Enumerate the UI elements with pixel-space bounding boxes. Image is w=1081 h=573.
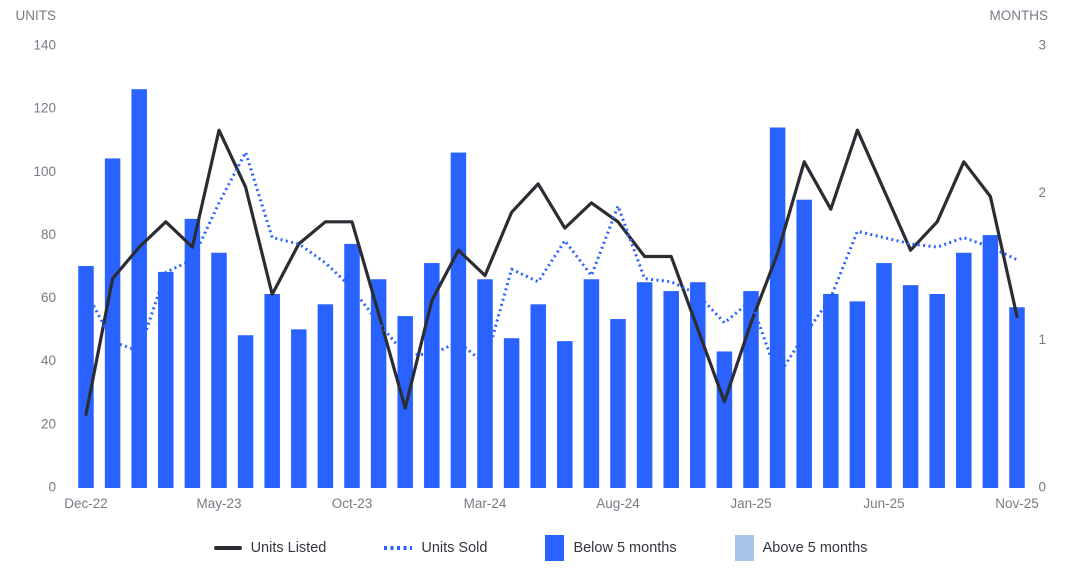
x-tick-Nov-25: Nov-25 [995,496,1039,511]
y-axis-right-ticks: 3 2 1 0 [1038,38,1046,495]
bar-Oct-24 [663,291,679,488]
bar-Jun-23 [237,335,254,488]
legend-swatch-line-dotted [384,546,413,550]
bar-Jun-24 [557,341,573,488]
bar-Aug-25 [929,293,945,488]
y-tick-right-2: 2 [1038,185,1046,200]
y-tick-left-60: 60 [41,290,56,305]
bar-Jul-25 [902,285,919,488]
legend-swatch-line-solid [213,546,242,550]
legend-swatch-square [545,535,565,561]
bar-Apr-25 [823,293,839,488]
bar-Jan-24 [424,263,440,488]
legend-item-below-5-months[interactable]: Below 5 months [545,535,677,561]
x-tick-May-23: May-23 [196,496,241,511]
chart-canvas: UNITS MONTHS 140 120 100 80 60 40 20 0 3 2 1 0 Dec… [16,8,1049,511]
x-axis-ticks: Dec-22 May-23 Oct-23 Mar-24 Aug-24 Jan-25 Jun-… [64,496,1039,511]
legend-label: Below 5 months [573,540,677,556]
bar-Nov-25 [1009,307,1025,488]
x-tick-Mar-24: Mar-24 [464,496,507,511]
legend-item-units-sold[interactable]: Units Sold [384,540,487,556]
bar-Feb-23 [131,89,147,488]
bar-Feb-25 [769,127,786,489]
bar-Jun-25 [876,263,892,488]
legend-item-above-5-months[interactable]: Above 5 months [734,535,868,561]
bar-May-23 [211,252,227,488]
bars-group [78,89,1025,489]
x-tick-Jan-25: Jan-25 [730,496,771,511]
x-tick-Oct-23: Oct-23 [332,496,373,511]
legend-label: Units Listed [250,540,327,556]
x-tick-Dec-22: Dec-22 [64,496,108,511]
bar-Sep-25 [956,252,972,488]
bar-Sep-23 [317,304,334,488]
y-tick-left-80: 80 [41,227,56,242]
bar-Oct-23 [344,243,360,488]
bar-Mar-24 [477,279,493,488]
chart-legend: Units Listed Units Sold Below 5 months Abov… [0,528,1081,568]
y-tick-left-100: 100 [33,164,56,179]
y-tick-left-40: 40 [41,353,56,368]
y-tick-left-0: 0 [48,480,56,495]
units-sold-line [84,150,1018,378]
legend-label: Above 5 months [762,540,868,556]
bar-Apr-23 [184,218,201,488]
bar-Dec-24 [716,351,733,488]
y-tick-right-3: 3 [1038,38,1046,53]
bar-Aug-24 [610,319,626,488]
x-tick-Aug-24: Aug-24 [596,496,640,511]
legend-label: Units Sold [421,540,488,556]
bar-Dec-22 [78,266,94,488]
bar-Oct-25 [982,235,999,488]
y-tick-right-1: 1 [1038,332,1046,347]
bar-Feb-24 [450,152,467,488]
lines-group [84,128,1019,416]
bar-Jan-25 [743,291,759,488]
bar-May-25 [849,301,866,488]
units-listed-line [84,128,1019,416]
bar-Mar-23 [158,271,174,488]
bar-Sep-24 [636,282,653,488]
y-tick-left-120: 120 [33,101,56,116]
y-tick-right-0: 0 [1038,480,1046,495]
legend-item-units-listed[interactable]: Units Listed [213,540,327,556]
bar-Nov-24 [690,282,706,488]
bar-May-24 [530,304,546,488]
right-axis-title: MONTHS [990,8,1049,23]
bar-Mar-25 [796,199,812,488]
legend-swatch-square [734,535,754,561]
y-axis-left-ticks: 140 120 100 80 60 40 20 0 [33,38,56,495]
x-tick-Jun-25: Jun-25 [863,496,904,511]
chart-area: UNITS MONTHS 140 120 100 80 60 40 20 0 3 2 1 0 Dec… [16,8,1049,511]
y-tick-left-140: 140 [33,38,56,53]
bar-Apr-24 [503,338,520,488]
bar-Jul-23 [264,293,280,488]
bar-Jul-24 [583,279,600,488]
y-tick-left-20: 20 [41,416,56,431]
bar-Aug-23 [291,329,307,488]
left-axis-title: UNITS [16,8,57,23]
bar-Jan-23 [104,158,121,489]
